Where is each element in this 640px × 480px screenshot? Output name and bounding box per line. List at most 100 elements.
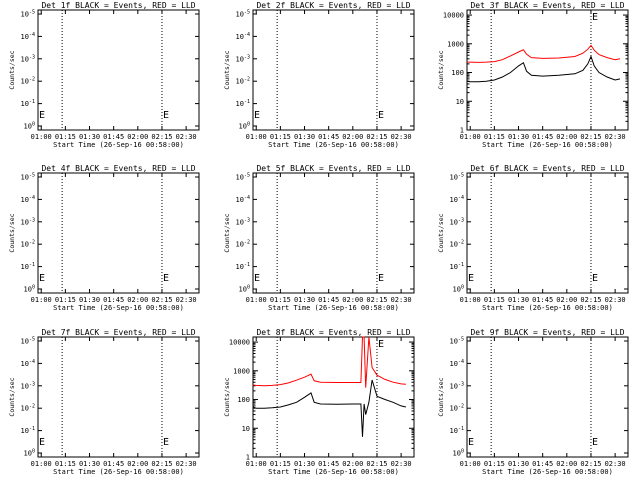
y-tick-label: 100 [237, 396, 250, 404]
x-tick-label: 02:00 [556, 296, 577, 304]
y-tick-label: 10-4 [450, 359, 464, 368]
x-tick-label: 02:15 [366, 133, 387, 141]
x-axis-label: Start Time (26-Sep-16 00:58:00) [268, 141, 399, 149]
y-tick-label: 10-3 [236, 54, 250, 63]
flag-marker: E [468, 437, 474, 448]
flag-marker: E [39, 110, 45, 121]
plot-frame [466, 336, 629, 458]
y-axis-label: Counts/sec [8, 50, 16, 89]
panel-title: Det 3f BLACK = Events, RED = LLD [470, 1, 624, 10]
x-tick-label: 02:15 [151, 460, 172, 468]
y-tick-label: 1 [246, 454, 250, 462]
x-tick-label: 01:00 [246, 460, 267, 468]
x-tick-label: 01:45 [103, 296, 124, 304]
y-tick-label: 10-4 [236, 32, 250, 41]
plot-frame [252, 336, 415, 458]
y-axis-label: Counts/sec [223, 50, 231, 89]
flag-marker: E [592, 12, 598, 23]
y-tick-label: 10-4 [450, 195, 464, 204]
x-axis-label: Start Time (26-Sep-16 00:58:00) [53, 141, 184, 149]
y-tick-label: 100 [24, 122, 35, 131]
y-axis-label: Counts/sec [8, 213, 16, 252]
x-tick-label: 02:30 [605, 460, 626, 468]
x-tick-label: 01:45 [532, 460, 553, 468]
x-tick-label: 01:15 [484, 296, 505, 304]
flag-marker: E [378, 273, 384, 284]
y-tick-label: 10-3 [21, 217, 35, 226]
y-tick-label: 10-3 [21, 54, 35, 63]
x-tick-label: 01:00 [460, 296, 481, 304]
y-tick-label: 10-1 [450, 426, 464, 435]
y-tick-label: 10-2 [21, 240, 35, 249]
panel-title: Det 4f BLACK = Events, RED = LLD [41, 164, 195, 173]
x-tick-label: 02:00 [556, 133, 577, 141]
x-tick-label: 02:30 [391, 296, 412, 304]
y-tick-label: 10-5 [236, 10, 250, 19]
y-tick-label: 10-1 [236, 99, 250, 108]
y-axis-label: Counts/sec [437, 377, 445, 416]
x-tick-label: 02:00 [342, 460, 363, 468]
plot-frame [252, 9, 415, 131]
flag-marker: E [254, 273, 260, 284]
x-tick-label: 02:00 [127, 133, 148, 141]
y-tick-label: 10-4 [236, 195, 250, 204]
x-tick-label: 02:30 [391, 460, 412, 468]
y-tick-label: 100 [453, 285, 464, 294]
y-tick-label: 10-3 [236, 217, 250, 226]
flag-marker: E [39, 437, 45, 448]
x-tick-label: 01:30 [79, 460, 100, 468]
panel-title: Det 9f BLACK = Events, RED = LLD [470, 328, 624, 337]
panel-title: Det 7f BLACK = Events, RED = LLD [41, 328, 195, 337]
x-tick-label: 01:45 [103, 460, 124, 468]
panel-det-5: Det 5f BLACK = Events, RED = LLD Counts/s… [223, 164, 415, 312]
x-tick-label: 01:30 [79, 296, 100, 304]
x-tick-label: 01:15 [270, 296, 291, 304]
y-tick-label: 10-5 [21, 173, 35, 182]
x-tick-label: 01:15 [55, 133, 76, 141]
x-tick-label: 01:00 [246, 296, 267, 304]
x-axis-label: Start Time (26-Sep-16 00:58:00) [482, 468, 613, 476]
y-tick-label: 100 [24, 449, 35, 458]
x-tick-label: 01:30 [79, 133, 100, 141]
x-axis-label: Start Time (26-Sep-16 00:58:00) [53, 468, 184, 476]
x-tick-label: 02:15 [580, 296, 601, 304]
y-tick-label: 10-1 [236, 262, 250, 271]
x-tick-label: 01:45 [532, 296, 553, 304]
flag-marker: E [39, 273, 45, 284]
x-tick-label: 02:30 [176, 460, 197, 468]
flag-marker: E [592, 273, 598, 284]
flag-marker: E [163, 273, 169, 284]
x-tick-label: 02:15 [151, 296, 172, 304]
y-tick-label: 10-2 [450, 240, 464, 249]
x-tick-label: 01:45 [318, 460, 339, 468]
y-tick-label: 10 [242, 425, 250, 433]
panel-title: Det 2f BLACK = Events, RED = LLD [256, 1, 410, 10]
y-tick-label: 10-3 [450, 217, 464, 226]
y-tick-label: 10-5 [450, 337, 464, 346]
plot-frame [466, 9, 629, 131]
panel-title: Det 8f BLACK = Events, RED = LLD [256, 328, 410, 337]
panel-title: Det 5f BLACK = Events, RED = LLD [256, 164, 410, 173]
y-axis-label: Counts/sec [437, 213, 445, 252]
x-tick-label: 02:00 [127, 460, 148, 468]
y-tick-label: 10-4 [21, 32, 35, 41]
x-tick-label: 01:15 [55, 460, 76, 468]
y-tick-label: 10-5 [236, 173, 250, 182]
flag-marker: E [378, 110, 384, 121]
flag-marker: E [163, 110, 169, 121]
y-tick-label: 100 [451, 69, 464, 77]
panel-det-7: Det 7f BLACK = Events, RED = LLD Counts/s… [8, 328, 200, 476]
y-axis-label: Counts/sec [437, 50, 445, 89]
panel-det-9: Det 9f BLACK = Events, RED = LLD Counts/s… [437, 328, 629, 476]
x-axis-label: Start Time (26-Sep-16 00:58:00) [482, 304, 613, 312]
y-tick-label: 1000 [233, 367, 250, 375]
x-tick-label: 02:15 [580, 460, 601, 468]
x-tick-label: 01:15 [55, 296, 76, 304]
x-tick-label: 01:45 [318, 296, 339, 304]
panel-det-1: Det 1f BLACK = Events, RED = LLD Counts/s… [8, 1, 200, 149]
y-tick-label: 100 [453, 449, 464, 458]
flag-marker: E [254, 110, 260, 121]
y-tick-label: 10-5 [21, 10, 35, 19]
x-tick-label: 01:15 [270, 133, 291, 141]
